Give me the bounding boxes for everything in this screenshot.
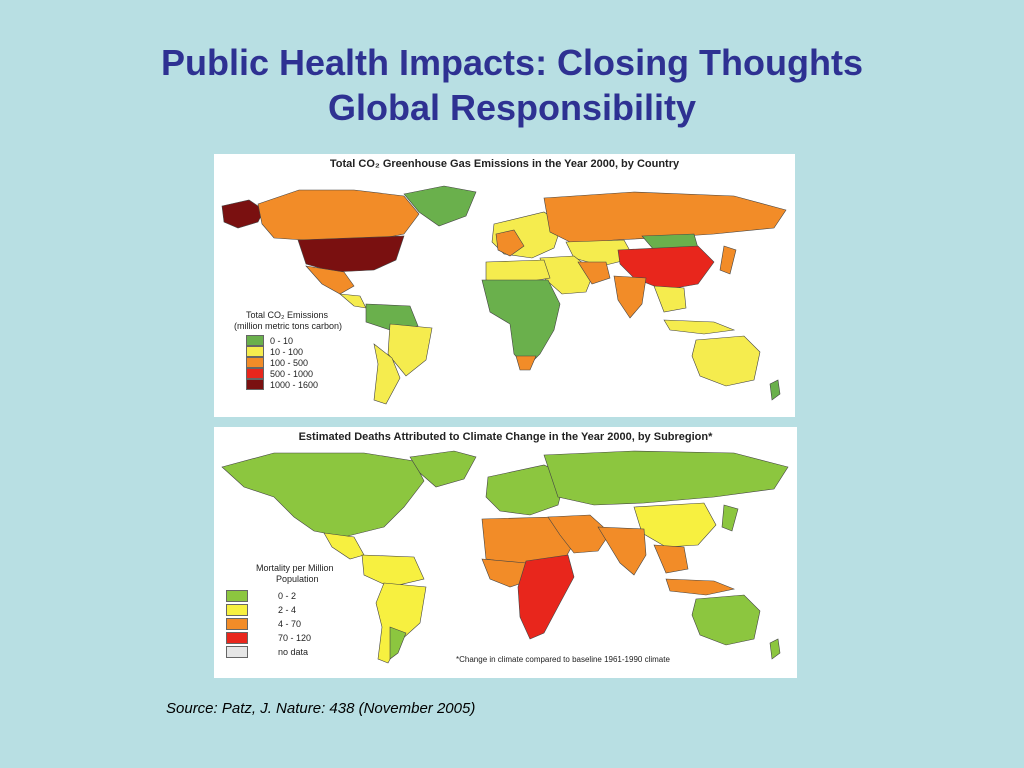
legend-swatch (246, 346, 264, 357)
japan-region (719, 245, 737, 275)
legend-swatch (246, 335, 264, 346)
south-america-north-region (361, 554, 425, 588)
brazil-region (387, 323, 433, 377)
new-zealand-region (769, 638, 781, 660)
legend-item: 70 - 120 (226, 631, 334, 645)
legend-item: 2 - 4 (226, 603, 334, 617)
legend-swatch (246, 379, 264, 390)
indonesia-region (665, 578, 736, 596)
china-region (633, 502, 717, 548)
greenland-region (409, 450, 477, 488)
slide-title: Public Health Impacts: Closing Thoughts … (0, 40, 1024, 130)
emissions-legend-title-2: (million metric tons carbon) (234, 321, 343, 331)
southeast-asia-region (653, 544, 689, 574)
southern-cone-region (389, 626, 407, 660)
india-region (613, 275, 647, 319)
mexico-region (305, 265, 355, 295)
legend-item: 500 - 1000 (246, 368, 342, 379)
australia-region (691, 335, 761, 387)
emissions-map-title: Total CO₂ Greenhouse Gas Emissions in th… (329, 158, 680, 170)
legend-swatch (226, 604, 248, 616)
central-america-region (323, 532, 365, 560)
deaths-map-title: Estimated Deaths Attributed to Climate C… (298, 431, 713, 443)
title-line-2: Global Responsibility (327, 87, 697, 128)
south-america-south-region (373, 343, 401, 405)
southeast-asia-region (653, 285, 687, 313)
legend-item: 4 - 70 (226, 617, 334, 631)
legend-item: no data (226, 645, 334, 659)
deaths-world-map (221, 450, 789, 664)
legend-swatch (246, 357, 264, 368)
alaska-region (221, 199, 265, 229)
emissions-world-map (221, 185, 787, 405)
central-asia-region (565, 239, 635, 267)
middle-east-region (547, 514, 611, 554)
legend-item: 100 - 500 (246, 357, 342, 368)
central-america-region (339, 293, 367, 309)
western-europe-region (495, 229, 525, 257)
title-line-1: Public Health Impacts: Closing Thoughts (160, 42, 864, 83)
emissions-map-panel: Total CO₂ Greenhouse Gas Emissions in th… (214, 154, 795, 417)
usa-region (297, 235, 405, 273)
source-citation: Source: Patz, J. Nature: 438 (November 2… (166, 700, 476, 717)
south-asia-region (597, 526, 647, 576)
iran-region (577, 261, 611, 285)
legend-swatch (226, 646, 248, 658)
new-zealand-region (769, 379, 781, 401)
legend-item: 10 - 100 (246, 346, 342, 357)
southern-africa-region (517, 554, 575, 640)
legend-swatch (226, 632, 248, 644)
legend-item: 0 - 2 (226, 589, 334, 603)
deaths-legend-title-1: Mortality per Million (256, 563, 334, 573)
canada-region (257, 189, 420, 245)
north-america-region (221, 452, 425, 538)
deaths-legend-title-2: Population (276, 574, 319, 584)
deaths-map-panel: Estimated Deaths Attributed to Climate C… (214, 427, 797, 678)
indonesia-region (663, 319, 736, 335)
deaths-legend: Mortality per Million Population 0 - 2 2… (226, 563, 334, 659)
south-africa-region (515, 355, 537, 371)
greenland-region (403, 185, 477, 227)
emissions-legend-title-1: Total CO₂ Emissions (246, 310, 329, 320)
legend-swatch (226, 618, 248, 630)
africa-region (481, 279, 561, 369)
legend-item: 0 - 10 (246, 335, 342, 346)
japan-region (721, 504, 739, 532)
south-america-region (375, 582, 427, 664)
australia-region (691, 594, 761, 646)
legend-item: 1000 - 1600 (246, 379, 342, 390)
legend-swatch (246, 368, 264, 379)
russia-region (543, 191, 787, 245)
russia-region (543, 450, 789, 506)
emissions-legend: Total CO₂ Emissions (million metric tons… (234, 310, 342, 390)
legend-swatch (226, 590, 248, 602)
deaths-footnote: *Change in climate compared to baseline … (456, 655, 670, 664)
